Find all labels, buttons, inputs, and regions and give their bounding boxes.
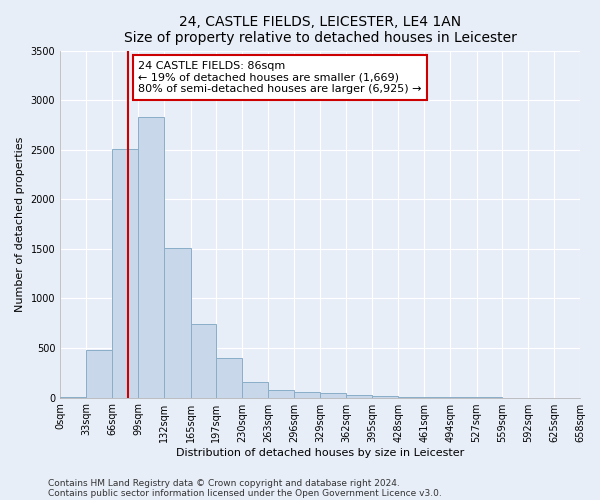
Title: 24, CASTLE FIELDS, LEICESTER, LE4 1AN
Size of property relative to detached hous: 24, CASTLE FIELDS, LEICESTER, LE4 1AN Si… — [124, 15, 517, 45]
Bar — [139, 117, 164, 398]
Text: Contains HM Land Registry data © Crown copyright and database right 2024.: Contains HM Land Registry data © Crown c… — [48, 478, 400, 488]
Text: Contains public sector information licensed under the Open Government Licence v3: Contains public sector information licen… — [48, 488, 442, 498]
Bar — [398, 396, 424, 398]
Bar — [242, 382, 268, 398]
Y-axis label: Number of detached properties: Number of detached properties — [15, 136, 25, 312]
Bar — [346, 394, 372, 398]
Bar — [164, 248, 191, 398]
Bar — [294, 392, 320, 398]
Bar — [320, 393, 346, 398]
Bar — [372, 396, 398, 398]
Bar — [60, 396, 86, 398]
Bar — [112, 148, 139, 398]
X-axis label: Distribution of detached houses by size in Leicester: Distribution of detached houses by size … — [176, 448, 464, 458]
Bar — [216, 358, 242, 398]
Bar — [268, 390, 294, 398]
Bar — [86, 350, 112, 398]
Bar — [191, 324, 216, 398]
Text: 24 CASTLE FIELDS: 86sqm
← 19% of detached houses are smaller (1,669)
80% of semi: 24 CASTLE FIELDS: 86sqm ← 19% of detache… — [138, 61, 422, 94]
